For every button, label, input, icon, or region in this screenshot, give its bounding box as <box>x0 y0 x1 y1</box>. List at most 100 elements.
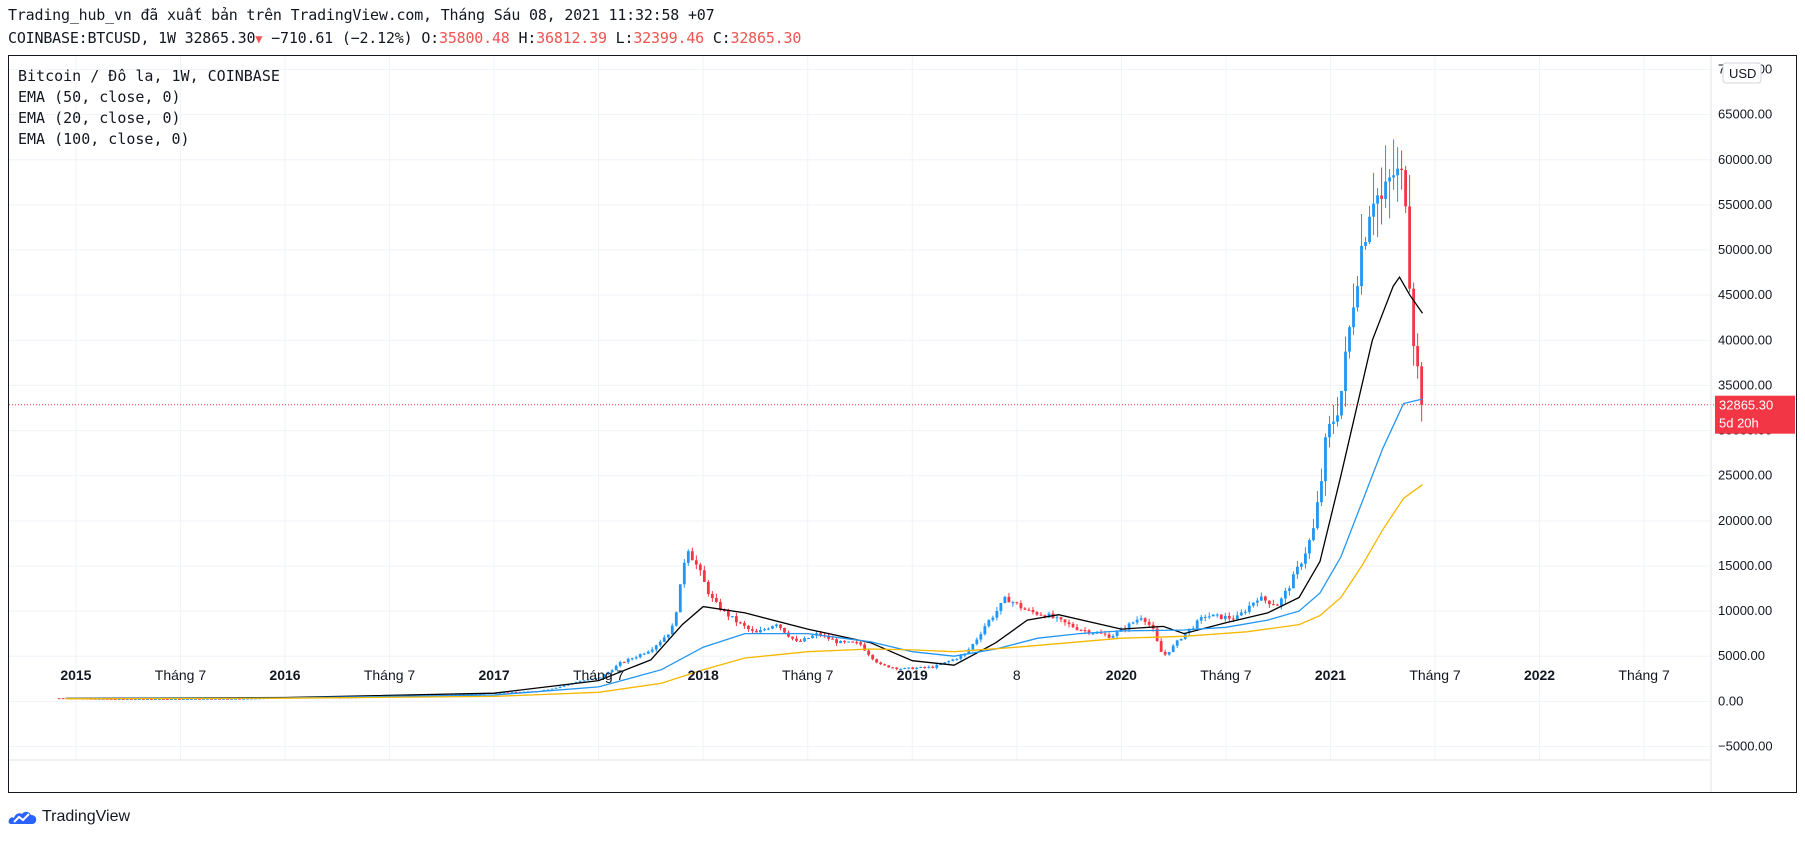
candle-body <box>995 611 999 618</box>
candle-body <box>230 698 233 700</box>
candle-body <box>153 699 157 701</box>
candle-body <box>1243 611 1247 613</box>
candle-body <box>666 634 670 638</box>
legend-ema50: EMA (50, close, 0) <box>18 88 181 106</box>
candle-body <box>1147 621 1151 625</box>
candle-body <box>959 655 963 659</box>
candle-body <box>121 699 125 701</box>
candle-body <box>474 693 478 695</box>
candle-body <box>542 689 546 691</box>
candle-body <box>730 616 734 618</box>
candle-body <box>1396 168 1399 176</box>
candle-body <box>610 670 614 673</box>
candle-body <box>133 699 137 701</box>
candle-body <box>1296 566 1299 575</box>
candle-body <box>847 641 851 643</box>
candle-body <box>859 642 863 645</box>
price-tag-price: 32865.30 <box>1719 398 1773 413</box>
tradingview-footer[interactable]: TradingView <box>8 808 130 826</box>
candle-body <box>1239 612 1243 616</box>
candle-body <box>987 620 991 627</box>
candle-body <box>1380 195 1383 199</box>
candle-body <box>1348 327 1351 352</box>
candle-body <box>1023 608 1027 610</box>
candle-body <box>1267 600 1271 605</box>
currency-button[interactable]: USD <box>1722 62 1762 84</box>
price-tag-bg <box>1715 395 1795 434</box>
candle-body <box>246 698 249 700</box>
candle-body <box>1336 415 1339 422</box>
candle-body <box>863 644 867 651</box>
candle-body <box>706 581 710 595</box>
candle-body <box>678 584 682 613</box>
candle-body <box>173 698 177 700</box>
candle-body <box>638 654 642 658</box>
symbol-label: COINBASE:BTCUSD, 1W <box>8 29 176 47</box>
candle-body <box>1263 596 1267 601</box>
candle-body <box>1099 632 1103 634</box>
candle-body <box>779 624 782 628</box>
candle-body <box>1079 629 1083 631</box>
candle-body <box>1199 617 1203 621</box>
candle-body <box>827 635 830 639</box>
candle-body <box>514 691 518 693</box>
candle-body <box>747 625 750 630</box>
candle-body <box>1039 614 1043 616</box>
high-label: H: <box>518 29 537 47</box>
candle-body <box>141 698 145 700</box>
candle-body <box>811 635 814 639</box>
candle-body <box>991 617 995 621</box>
candle-body <box>1059 617 1063 620</box>
chart-frame[interactable] <box>8 55 1797 793</box>
price-tick-label: 15000.00 <box>1718 558 1772 573</box>
candle-body <box>690 551 694 561</box>
candle-body <box>210 698 213 700</box>
price-tag-countdown: 5d 20h <box>1719 416 1759 431</box>
time-axis: 2015 Tháng 7 2016 Tháng 7 2017 Tháng 7 2018 Thá… <box>60 667 1670 683</box>
time-tick-label: 2015 <box>60 667 91 683</box>
candle-body <box>791 636 794 639</box>
candle-body <box>125 699 129 701</box>
candle-body <box>242 698 245 700</box>
candle-body <box>1167 651 1171 655</box>
candle-body <box>734 616 738 623</box>
candle-body <box>983 626 987 635</box>
candle-body <box>550 688 554 690</box>
tradingview-logo-icon <box>8 811 37 824</box>
candle-body <box>710 594 714 599</box>
chart-grid <box>9 56 1711 760</box>
candle-body <box>630 658 634 660</box>
price-tick-label: 45000.00 <box>1718 287 1772 302</box>
candle-body <box>1187 628 1191 633</box>
candle-body <box>783 627 786 633</box>
candle-body <box>927 666 931 668</box>
candle-body <box>718 601 722 611</box>
candle-body <box>883 664 887 666</box>
candle-body <box>202 698 205 700</box>
price-tick-label: 40000.00 <box>1718 332 1772 347</box>
candle-body <box>787 632 790 637</box>
price-tag: 32865.30 5d 20h <box>1715 395 1795 434</box>
candle-body <box>149 699 153 701</box>
candle-body <box>558 686 562 688</box>
candle-body <box>1107 634 1111 638</box>
candle-body <box>470 693 474 695</box>
candle-body <box>1135 619 1139 623</box>
price-tick-label: 20000.00 <box>1718 513 1772 528</box>
candle-body <box>979 634 983 640</box>
price-chart[interactable]: −5000.00 0.00 5000.00 10000.00 15000.00 20000… <box>9 56 1796 792</box>
candle-body <box>1275 604 1279 606</box>
candle-body <box>1400 168 1404 171</box>
low-value: 32399.46 <box>633 29 704 47</box>
candle-body <box>767 628 770 630</box>
candle-body <box>562 685 566 687</box>
candle-body <box>851 641 855 643</box>
time-tick-label: 2021 <box>1315 667 1346 683</box>
candle-body <box>1027 609 1031 611</box>
candle-body <box>694 560 698 565</box>
price-tick-label: 55000.00 <box>1718 197 1772 212</box>
price-axis: −5000.00 0.00 5000.00 10000.00 15000.00 20000… <box>1718 62 1773 754</box>
candle-body <box>907 667 911 669</box>
price-tick-label: −5000.00 <box>1718 738 1773 753</box>
candle-body <box>899 668 903 670</box>
